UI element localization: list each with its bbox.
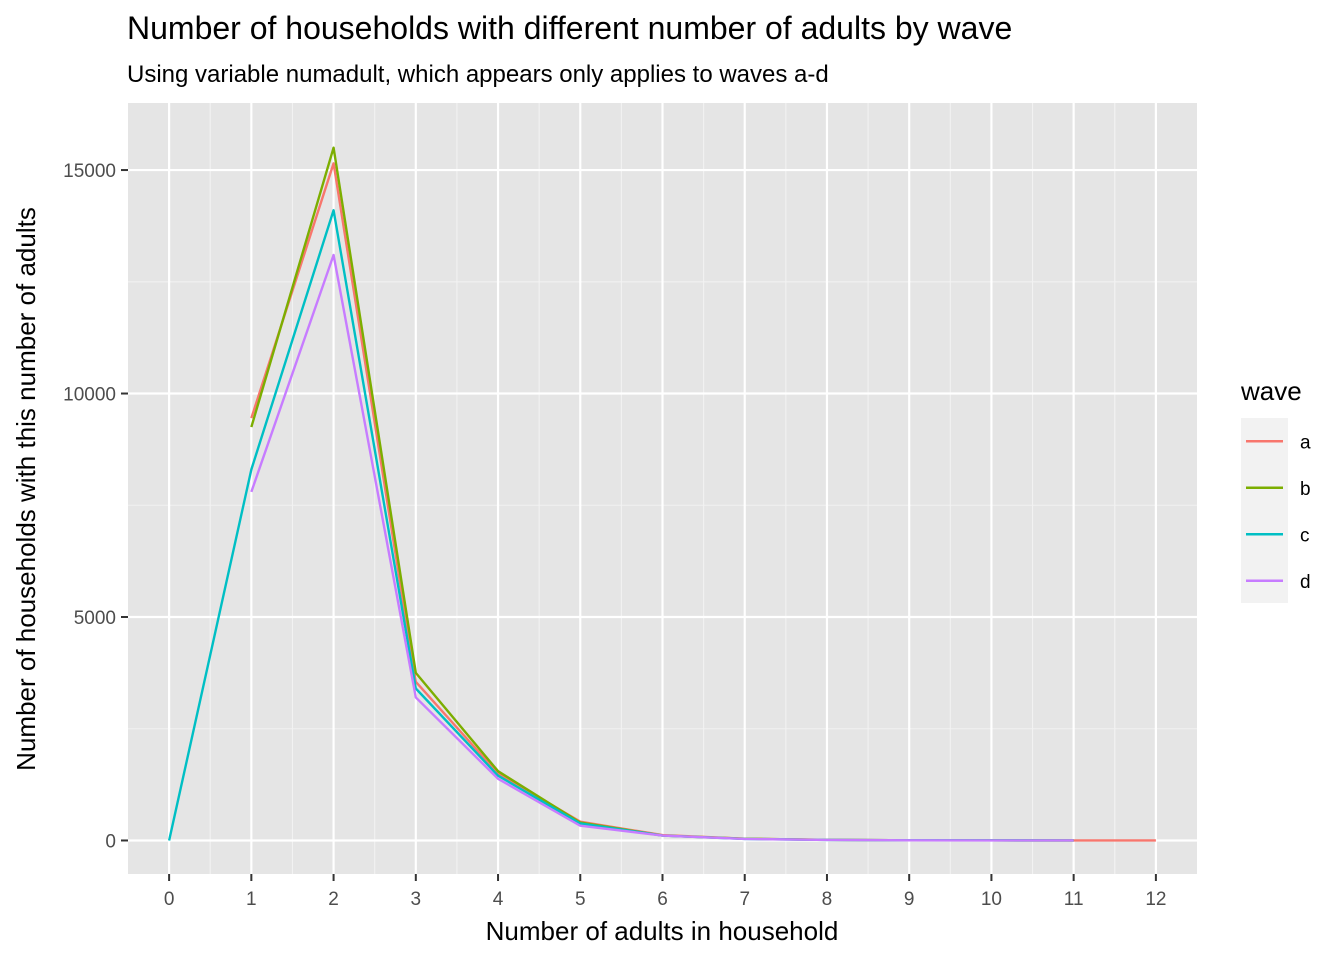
x-axis: 0 1 2 3 4 5 6 7 8 9 10 11 12 xyxy=(164,874,1166,910)
legend-label-c: c xyxy=(1300,525,1310,546)
x-tick-label: 7 xyxy=(739,889,750,910)
x-tick-label: 6 xyxy=(657,889,668,910)
y-tick-label: 15000 xyxy=(63,161,116,182)
x-tick-label: 9 xyxy=(904,889,915,910)
chart-subtitle: Using variable numadult, which appears o… xyxy=(127,61,829,88)
y-axis: 0 5000 10000 15000 xyxy=(63,161,128,852)
y-tick-label: 5000 xyxy=(74,608,116,629)
x-tick-label: 3 xyxy=(411,889,422,910)
x-tick-label: 12 xyxy=(1145,889,1166,910)
legend-label-a: a xyxy=(1300,432,1311,453)
x-tick-label: 5 xyxy=(575,889,586,910)
x-tick-label: 11 xyxy=(1064,889,1084,910)
x-tick-label: 0 xyxy=(164,889,175,910)
x-axis-title: Number of adults in household xyxy=(486,916,839,946)
x-tick-label: 8 xyxy=(822,889,833,910)
legend-label-d: d xyxy=(1300,572,1311,593)
legend-label-b: b xyxy=(1300,479,1311,500)
grid-major xyxy=(128,103,1197,874)
series-lines xyxy=(167,146,1156,842)
chart-title: Number of households with different numb… xyxy=(127,10,1012,46)
x-tick-label: 2 xyxy=(328,889,339,910)
x-tick-label: 1 xyxy=(246,889,257,910)
y-tick-label: 10000 xyxy=(63,385,116,406)
series-line-d xyxy=(250,253,1074,842)
y-axis-title: Number of households with this number of… xyxy=(11,207,41,771)
legend-title: wave xyxy=(1240,376,1302,406)
x-tick-label: 10 xyxy=(981,889,1002,910)
x-tick-label: 4 xyxy=(493,889,504,910)
legend-key-panel xyxy=(1241,418,1288,603)
legend: wave a b c d xyxy=(1240,376,1311,603)
y-tick-label: 0 xyxy=(105,831,116,852)
